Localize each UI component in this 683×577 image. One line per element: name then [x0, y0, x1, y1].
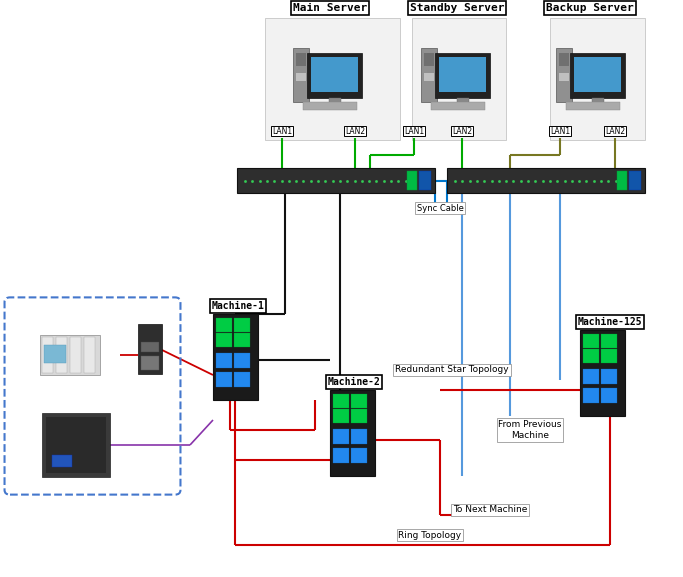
Text: Machine-1: Machine-1 — [212, 301, 264, 311]
Text: Redundant Star Topology: Redundant Star Topology — [395, 365, 509, 374]
Bar — [351, 429, 367, 444]
Text: LAN1: LAN1 — [550, 126, 570, 136]
Bar — [333, 410, 349, 424]
Bar — [141, 356, 159, 370]
Bar — [570, 53, 625, 98]
Bar — [583, 334, 599, 348]
Text: LAN1: LAN1 — [272, 126, 292, 136]
Bar — [52, 455, 72, 467]
Bar — [439, 57, 486, 92]
Bar — [574, 57, 622, 92]
Bar — [419, 171, 431, 190]
Bar — [431, 102, 485, 110]
Bar — [234, 334, 250, 347]
Bar — [333, 429, 349, 444]
Bar — [216, 372, 232, 387]
Bar — [601, 334, 617, 348]
Bar — [330, 390, 375, 476]
Bar — [216, 334, 232, 347]
Bar — [293, 48, 309, 102]
Bar — [234, 353, 250, 368]
Bar — [213, 314, 258, 400]
Bar — [296, 53, 306, 66]
Bar — [56, 337, 67, 373]
Bar — [40, 335, 100, 375]
Text: LAN2: LAN2 — [345, 126, 365, 136]
Bar — [412, 18, 506, 140]
Bar — [583, 388, 599, 403]
Text: Main Server: Main Server — [293, 3, 367, 13]
Bar — [42, 413, 110, 477]
Bar — [601, 388, 617, 403]
Bar — [234, 372, 250, 387]
Bar — [303, 102, 357, 110]
Bar — [141, 342, 159, 352]
Bar — [333, 394, 349, 408]
Bar — [423, 53, 434, 66]
Bar — [84, 337, 95, 373]
Bar — [216, 353, 232, 368]
Text: Machine-2: Machine-2 — [328, 377, 380, 387]
Text: From Previous
Machine: From Previous Machine — [499, 420, 561, 440]
Text: Standby Server: Standby Server — [410, 3, 504, 13]
Text: Ring Topology: Ring Topology — [398, 530, 462, 539]
Bar — [447, 168, 645, 193]
Bar — [351, 394, 367, 408]
Bar — [556, 48, 572, 102]
Bar — [307, 53, 362, 98]
Bar — [559, 53, 569, 66]
Bar — [457, 98, 469, 106]
Bar — [550, 18, 645, 140]
Bar — [407, 171, 417, 190]
Text: LAN2: LAN2 — [605, 126, 625, 136]
Bar — [580, 330, 625, 416]
Text: Machine-125: Machine-125 — [578, 317, 642, 327]
Bar — [566, 102, 620, 110]
Bar — [46, 417, 106, 473]
Bar — [42, 337, 53, 373]
Bar — [351, 448, 367, 463]
Text: Sync Cable: Sync Cable — [417, 204, 464, 212]
Bar — [333, 448, 349, 463]
Bar — [296, 73, 306, 81]
Text: To Next Machine: To Next Machine — [453, 505, 527, 515]
Text: Backup Server: Backup Server — [546, 3, 634, 13]
Text: LAN1: LAN1 — [404, 126, 424, 136]
Text: LAN2: LAN2 — [452, 126, 472, 136]
Bar — [583, 369, 599, 384]
Bar — [583, 350, 599, 364]
Bar — [311, 57, 358, 92]
Bar — [592, 98, 604, 106]
Bar — [351, 410, 367, 424]
Bar — [216, 318, 232, 332]
Bar — [138, 324, 162, 374]
Bar — [601, 350, 617, 364]
Bar — [629, 171, 641, 190]
Bar — [237, 168, 435, 193]
Bar — [265, 18, 400, 140]
Bar — [617, 171, 627, 190]
Bar — [234, 318, 250, 332]
Bar — [44, 345, 66, 363]
Bar — [70, 337, 81, 373]
Bar — [329, 98, 341, 106]
Bar — [559, 73, 569, 81]
Bar — [435, 53, 490, 98]
Bar — [601, 369, 617, 384]
Bar — [423, 73, 434, 81]
Bar — [421, 48, 437, 102]
